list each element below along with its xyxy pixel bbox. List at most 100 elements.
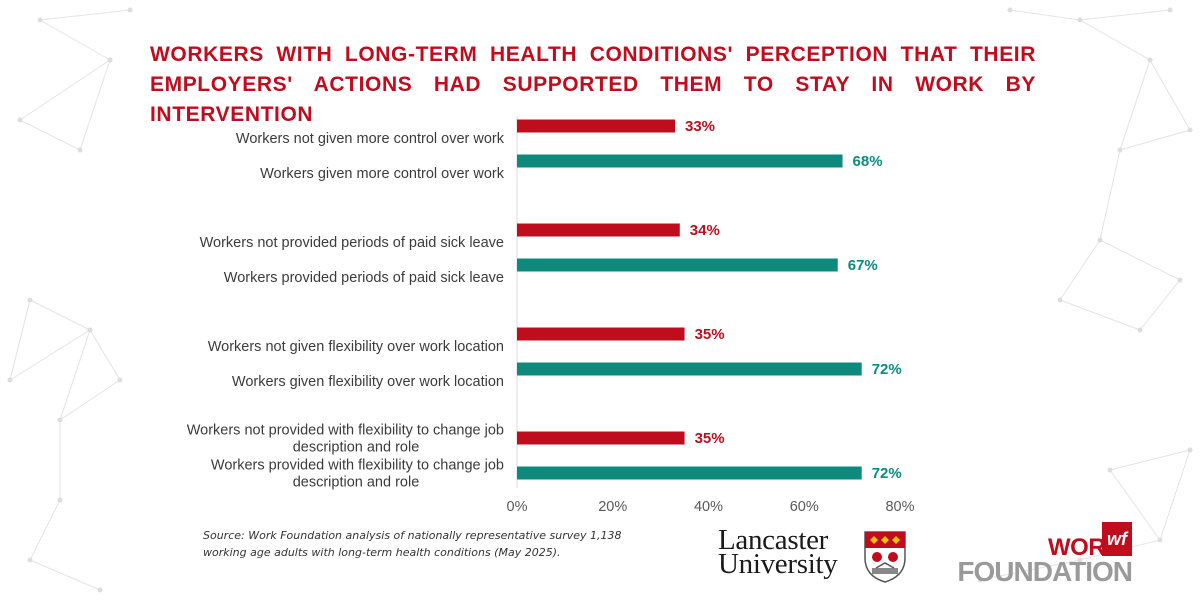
lancaster-crest-icon	[864, 531, 906, 583]
network-node	[1157, 537, 1163, 543]
network-node	[77, 147, 83, 153]
category-label-line: Workers given more control over work	[260, 166, 505, 182]
category-label: Workers provided periods of paid sick le…	[224, 270, 504, 286]
network-node	[1167, 7, 1173, 13]
network-node	[117, 377, 123, 383]
data-label: 35%	[695, 430, 725, 447]
bar-given	[517, 154, 843, 168]
lancaster-university-logo: Lancaster University	[718, 524, 906, 583]
network-line	[979, 559, 1081, 581]
bar-not-given	[517, 431, 685, 445]
network-line	[9, 299, 31, 381]
network-line	[1119, 59, 1151, 151]
network-line	[1079, 9, 1171, 21]
bar-not-given	[517, 119, 675, 133]
category-label: Workers given more control over work	[260, 166, 505, 182]
network-node	[37, 17, 43, 23]
category-label: Workers not provided periods of paid sic…	[200, 235, 504, 251]
network-node	[87, 327, 93, 333]
data-label: 72%	[872, 361, 902, 378]
network-line	[29, 499, 61, 561]
category-label-line: Workers not provided with flexibility to…	[187, 423, 504, 439]
category-label-line: Workers provided periods of paid sick le…	[224, 270, 504, 286]
data-label: 35%	[695, 326, 725, 343]
network-line	[1109, 449, 1191, 471]
x-tick-label: 80%	[885, 499, 914, 515]
lancaster-name-line2: University	[718, 548, 838, 580]
network-line	[79, 59, 111, 151]
category-label: Workers not given more control over work	[236, 131, 505, 147]
network-node	[17, 117, 23, 123]
category-label-line: description and role	[293, 475, 420, 491]
data-label: 33%	[685, 118, 715, 135]
network-line	[1119, 129, 1191, 151]
x-tick-label: 60%	[790, 499, 819, 515]
network-node	[1077, 557, 1083, 563]
bar-given	[517, 466, 862, 480]
network-node	[1187, 447, 1193, 453]
network-line	[39, 19, 111, 61]
chart-title: WORKERS WITH LONG-TERM HEALTH CONDITIONS…	[150, 43, 1036, 126]
x-tick-label: 20%	[598, 499, 627, 515]
wf-foundation-text: FOUNDATION	[957, 556, 1133, 587]
network-line	[1059, 239, 1101, 301]
network-node	[1107, 467, 1113, 473]
network-line	[19, 119, 81, 151]
network-line	[59, 379, 121, 421]
category-label: Workers provided with flexibility to cha…	[211, 458, 504, 491]
network-node	[1007, 7, 1013, 13]
network-node	[97, 587, 103, 593]
network-line	[29, 559, 101, 591]
network-node	[1187, 127, 1193, 133]
network-line	[1079, 19, 1151, 61]
network-line	[19, 59, 111, 121]
network-line	[1099, 149, 1121, 241]
network-line	[1059, 299, 1141, 331]
data-label: 68%	[853, 153, 883, 170]
network-node	[1057, 297, 1063, 303]
network-node	[1177, 277, 1183, 283]
network-node	[127, 7, 133, 13]
data-label: 67%	[848, 257, 878, 274]
network-line	[1099, 239, 1181, 281]
bar-not-given	[517, 223, 680, 237]
network-node	[1097, 237, 1103, 243]
x-tick-label: 0%	[507, 499, 528, 515]
data-label: 34%	[690, 222, 720, 239]
network-line	[39, 9, 131, 21]
bar-not-given	[517, 327, 685, 341]
lancaster-name-line1: Lancaster	[718, 524, 829, 556]
network-node	[107, 57, 113, 63]
network-node	[1077, 17, 1083, 23]
work-foundation-logo: WORK FOUNDATION wf	[957, 522, 1180, 587]
category-label-line: description and role	[293, 440, 420, 456]
x-tick-label: 40%	[694, 499, 723, 515]
bar-given	[517, 362, 862, 376]
bar-given	[517, 258, 838, 272]
network-line	[1009, 9, 1081, 21]
network-node	[7, 377, 13, 383]
category-label-line: Workers provided with flexibility to cha…	[211, 458, 504, 474]
network-line	[1139, 279, 1181, 331]
category-label-line: Workers not provided periods of paid sic…	[200, 235, 504, 251]
category-label: Workers not given flexibility over work …	[208, 339, 504, 355]
network-line	[1159, 449, 1191, 541]
network-node	[27, 297, 33, 303]
network-line	[1109, 469, 1161, 541]
category-label: Workers not provided with flexibility to…	[187, 423, 504, 456]
network-node	[1137, 327, 1143, 333]
network-node	[27, 557, 33, 563]
network-line	[89, 329, 121, 381]
network-node	[977, 577, 983, 583]
network-line	[1149, 59, 1191, 131]
network-node	[1117, 147, 1123, 153]
category-label-line: Workers not given more control over work	[236, 131, 505, 147]
network-node	[1147, 57, 1153, 63]
network-line	[9, 329, 91, 381]
source-note: Source: Work Foundation analysis of nati…	[203, 529, 622, 559]
category-label: Workers given flexibility over work loca…	[232, 374, 504, 390]
category-label-line: Workers not given flexibility over work …	[208, 339, 504, 355]
network-line	[29, 299, 91, 331]
